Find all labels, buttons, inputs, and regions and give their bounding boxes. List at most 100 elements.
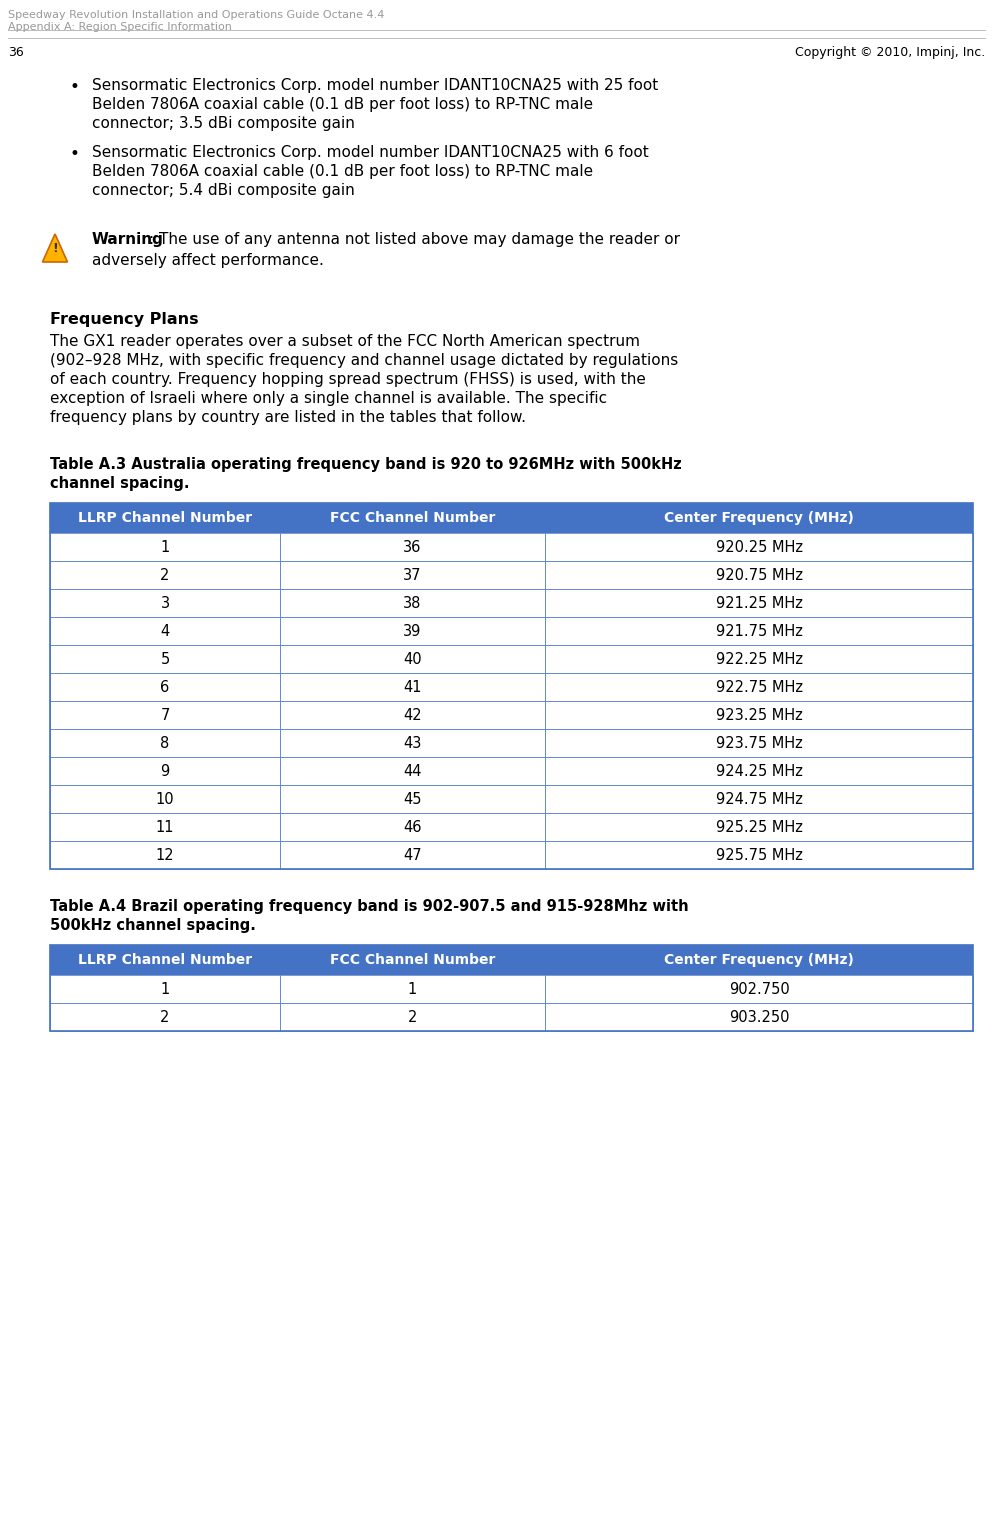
- Text: 3: 3: [161, 596, 170, 611]
- Bar: [280, 812, 545, 841]
- Text: 36: 36: [403, 539, 422, 555]
- Bar: [545, 588, 973, 617]
- Text: channel spacing.: channel spacing.: [50, 475, 190, 491]
- Bar: [280, 674, 545, 701]
- Text: 8: 8: [161, 736, 170, 750]
- Text: 6: 6: [161, 680, 170, 695]
- Text: 902.750: 902.750: [729, 981, 789, 997]
- Text: FCC Channel Number: FCC Channel Number: [330, 511, 496, 524]
- Text: Sensormatic Electronics Corp. model number IDANT10CNA25 with 6 foot: Sensormatic Electronics Corp. model numb…: [92, 145, 648, 160]
- Text: 1: 1: [161, 981, 170, 997]
- Text: 44: 44: [403, 764, 422, 779]
- Text: 920.25 MHz: 920.25 MHz: [716, 539, 802, 555]
- Text: connector; 5.4 dBi composite gain: connector; 5.4 dBi composite gain: [92, 183, 355, 198]
- Bar: [280, 945, 545, 975]
- Text: 36: 36: [8, 46, 24, 59]
- Text: Frequency Plans: Frequency Plans: [50, 312, 199, 328]
- Text: 921.75 MHz: 921.75 MHz: [716, 623, 802, 639]
- Text: The GX1 reader operates over a subset of the FCC North American spectrum: The GX1 reader operates over a subset of…: [50, 334, 640, 349]
- Text: Sensormatic Electronics Corp. model number IDANT10CNA25 with 25 foot: Sensormatic Electronics Corp. model numb…: [92, 78, 658, 93]
- Bar: [280, 588, 545, 617]
- Bar: [50, 645, 280, 674]
- Bar: [280, 617, 545, 645]
- Text: of each country. Frequency hopping spread spectrum (FHSS) is used, with the: of each country. Frequency hopping sprea…: [50, 372, 645, 387]
- Text: 39: 39: [403, 623, 422, 639]
- Text: 925.25 MHz: 925.25 MHz: [716, 820, 802, 835]
- Text: 903.250: 903.250: [729, 1009, 789, 1024]
- Text: 923.75 MHz: 923.75 MHz: [716, 736, 802, 750]
- Bar: [280, 975, 545, 1003]
- Text: Center Frequency (MHz): Center Frequency (MHz): [664, 952, 854, 968]
- Text: LLRP Channel Number: LLRP Channel Number: [77, 952, 252, 968]
- Text: FCC Channel Number: FCC Channel Number: [330, 952, 496, 968]
- Text: Belden 7806A coaxial cable (0.1 dB per foot loss) to RP-TNC male: Belden 7806A coaxial cable (0.1 dB per f…: [92, 165, 593, 178]
- Text: Appendix A: Region Specific Information: Appendix A: Region Specific Information: [8, 21, 232, 32]
- Bar: [50, 561, 280, 588]
- Bar: [280, 533, 545, 561]
- Bar: [545, 645, 973, 674]
- Bar: [50, 617, 280, 645]
- Bar: [545, 945, 973, 975]
- Text: 42: 42: [403, 707, 422, 722]
- Bar: [280, 757, 545, 785]
- Polygon shape: [43, 235, 68, 262]
- Bar: [545, 841, 973, 869]
- Bar: [50, 945, 280, 975]
- Text: •: •: [70, 78, 79, 96]
- Text: 2: 2: [160, 1009, 170, 1024]
- Bar: [50, 701, 280, 728]
- Bar: [280, 561, 545, 588]
- Text: 38: 38: [403, 596, 422, 611]
- Bar: [280, 1003, 545, 1032]
- Text: 47: 47: [403, 847, 422, 863]
- Bar: [50, 503, 280, 533]
- Bar: [50, 728, 280, 757]
- Bar: [545, 533, 973, 561]
- Text: 41: 41: [403, 680, 422, 695]
- Text: Warning: Warning: [92, 232, 164, 247]
- Text: : The use of any antenna not listed above may damage the reader or: : The use of any antenna not listed abov…: [149, 232, 680, 247]
- Text: 40: 40: [403, 651, 422, 666]
- Bar: [280, 645, 545, 674]
- Bar: [545, 975, 973, 1003]
- Text: 924.25 MHz: 924.25 MHz: [716, 764, 802, 779]
- Text: 9: 9: [161, 764, 170, 779]
- Bar: [50, 812, 280, 841]
- Text: adversely affect performance.: adversely affect performance.: [92, 253, 324, 268]
- Text: Table A.3 Australia operating frequency band is 920 to 926MHz with 500kHz: Table A.3 Australia operating frequency …: [50, 457, 682, 472]
- Bar: [280, 728, 545, 757]
- Text: 4: 4: [161, 623, 170, 639]
- Bar: [280, 785, 545, 812]
- Text: exception of Israeli where only a single channel is available. The specific: exception of Israeli where only a single…: [50, 392, 607, 405]
- Text: 11: 11: [156, 820, 174, 835]
- Text: connector; 3.5 dBi composite gain: connector; 3.5 dBi composite gain: [92, 116, 355, 131]
- Bar: [50, 841, 280, 869]
- Text: 7: 7: [160, 707, 170, 722]
- Text: 12: 12: [156, 847, 175, 863]
- Text: 2: 2: [160, 567, 170, 582]
- Bar: [50, 757, 280, 785]
- Bar: [280, 841, 545, 869]
- Text: frequency plans by country are listed in the tables that follow.: frequency plans by country are listed in…: [50, 410, 526, 425]
- Bar: [50, 945, 973, 1032]
- Bar: [545, 757, 973, 785]
- Text: Copyright © 2010, Impinj, Inc.: Copyright © 2010, Impinj, Inc.: [794, 46, 985, 59]
- Bar: [50, 975, 280, 1003]
- Bar: [50, 785, 280, 812]
- Text: 925.75 MHz: 925.75 MHz: [716, 847, 802, 863]
- Bar: [50, 503, 973, 869]
- Bar: [545, 503, 973, 533]
- Bar: [545, 1003, 973, 1032]
- Text: 46: 46: [403, 820, 422, 835]
- Bar: [280, 701, 545, 728]
- Text: 922.25 MHz: 922.25 MHz: [716, 651, 802, 666]
- Bar: [50, 1003, 280, 1032]
- Bar: [545, 728, 973, 757]
- Text: (902–928 MHz, with specific frequency and channel usage dictated by regulations: (902–928 MHz, with specific frequency an…: [50, 354, 678, 367]
- Text: !: !: [52, 241, 58, 255]
- Text: 922.75 MHz: 922.75 MHz: [716, 680, 802, 695]
- Text: 45: 45: [403, 791, 422, 806]
- Bar: [545, 617, 973, 645]
- Bar: [545, 674, 973, 701]
- Text: Belden 7806A coaxial cable (0.1 dB per foot loss) to RP-TNC male: Belden 7806A coaxial cable (0.1 dB per f…: [92, 98, 593, 111]
